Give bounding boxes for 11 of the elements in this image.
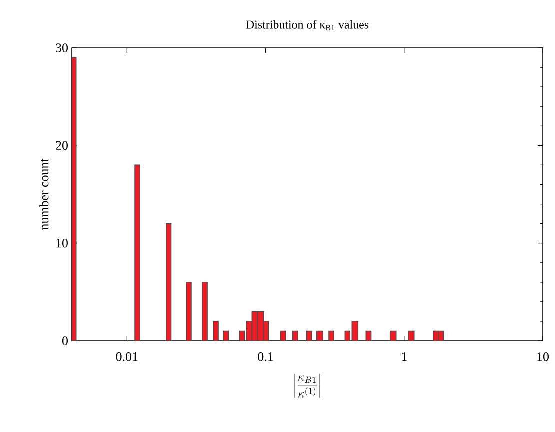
y-axis-title: number count — [40, 158, 49, 230]
x-tick-label: 10 — [538, 352, 549, 362]
x-tick-label: 1 — [402, 352, 407, 362]
y-tick-label: 0 — [62, 336, 68, 346]
x-axis-title: $\left|\frac{\kappa_{B1}}{\kappa^{(1)}}\right|$ — [294, 374, 320, 398]
y-tick-label: 10 — [56, 238, 68, 248]
x-tick-label: 0.01 — [116, 352, 138, 362]
x-tick-label: 0.1 — [258, 352, 274, 362]
y-tick-label: 20 — [56, 141, 68, 150]
chart-title: Distribution of κ$_{B1}$ values — [246, 20, 369, 31]
y-tick-label: 30 — [56, 44, 68, 52]
